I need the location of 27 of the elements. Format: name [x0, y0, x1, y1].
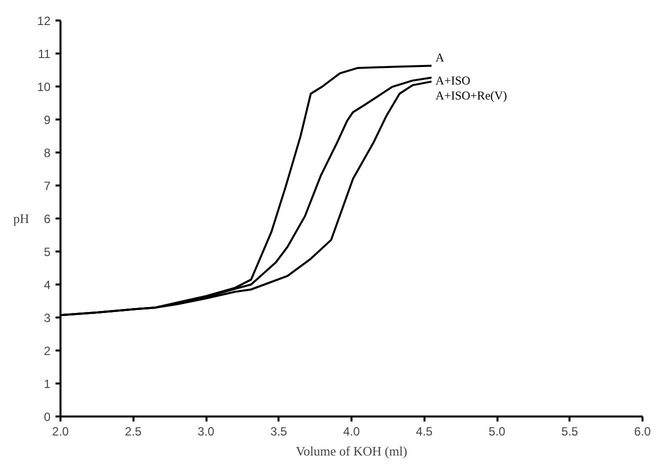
y-tick-label: 6 — [44, 212, 51, 226]
x-tick-label: 3.0 — [198, 424, 215, 438]
series-label: A+ISO+Re(V) — [436, 88, 508, 103]
y-axis-title: pH — [13, 211, 30, 226]
x-tick-label: 4.5 — [416, 424, 433, 438]
y-tick-label: 10 — [37, 80, 51, 94]
y-tick-label: 11 — [38, 47, 51, 61]
x-tick-label: 4.0 — [343, 424, 360, 438]
y-tick-label: 9 — [44, 113, 51, 127]
x-tick-label: 2.5 — [124, 424, 142, 438]
x-tick-label: 3.5 — [270, 424, 288, 438]
y-tick-label: 1 — [44, 377, 51, 391]
y-tick-label: 7 — [44, 179, 51, 193]
series-label: A+ISO — [436, 74, 471, 88]
y-tick-label: 0 — [44, 410, 51, 424]
y-tick-label: 2 — [44, 344, 51, 358]
y-tick-label: 5 — [44, 245, 51, 259]
y-tick-label: 8 — [44, 146, 51, 160]
series-label: A — [436, 50, 445, 65]
y-tick-label: 4 — [44, 278, 51, 292]
x-tick-label: 6.0 — [634, 424, 652, 438]
x-axis-title: Volume of KOH (ml) — [296, 444, 408, 458]
x-tick-label: 2.0 — [52, 424, 70, 438]
x-tick-label: 5.5 — [561, 424, 578, 438]
y-tick-label: 3 — [44, 311, 51, 325]
x-tick-label: 5.0 — [488, 424, 506, 438]
y-tick-label: 12 — [37, 14, 51, 28]
